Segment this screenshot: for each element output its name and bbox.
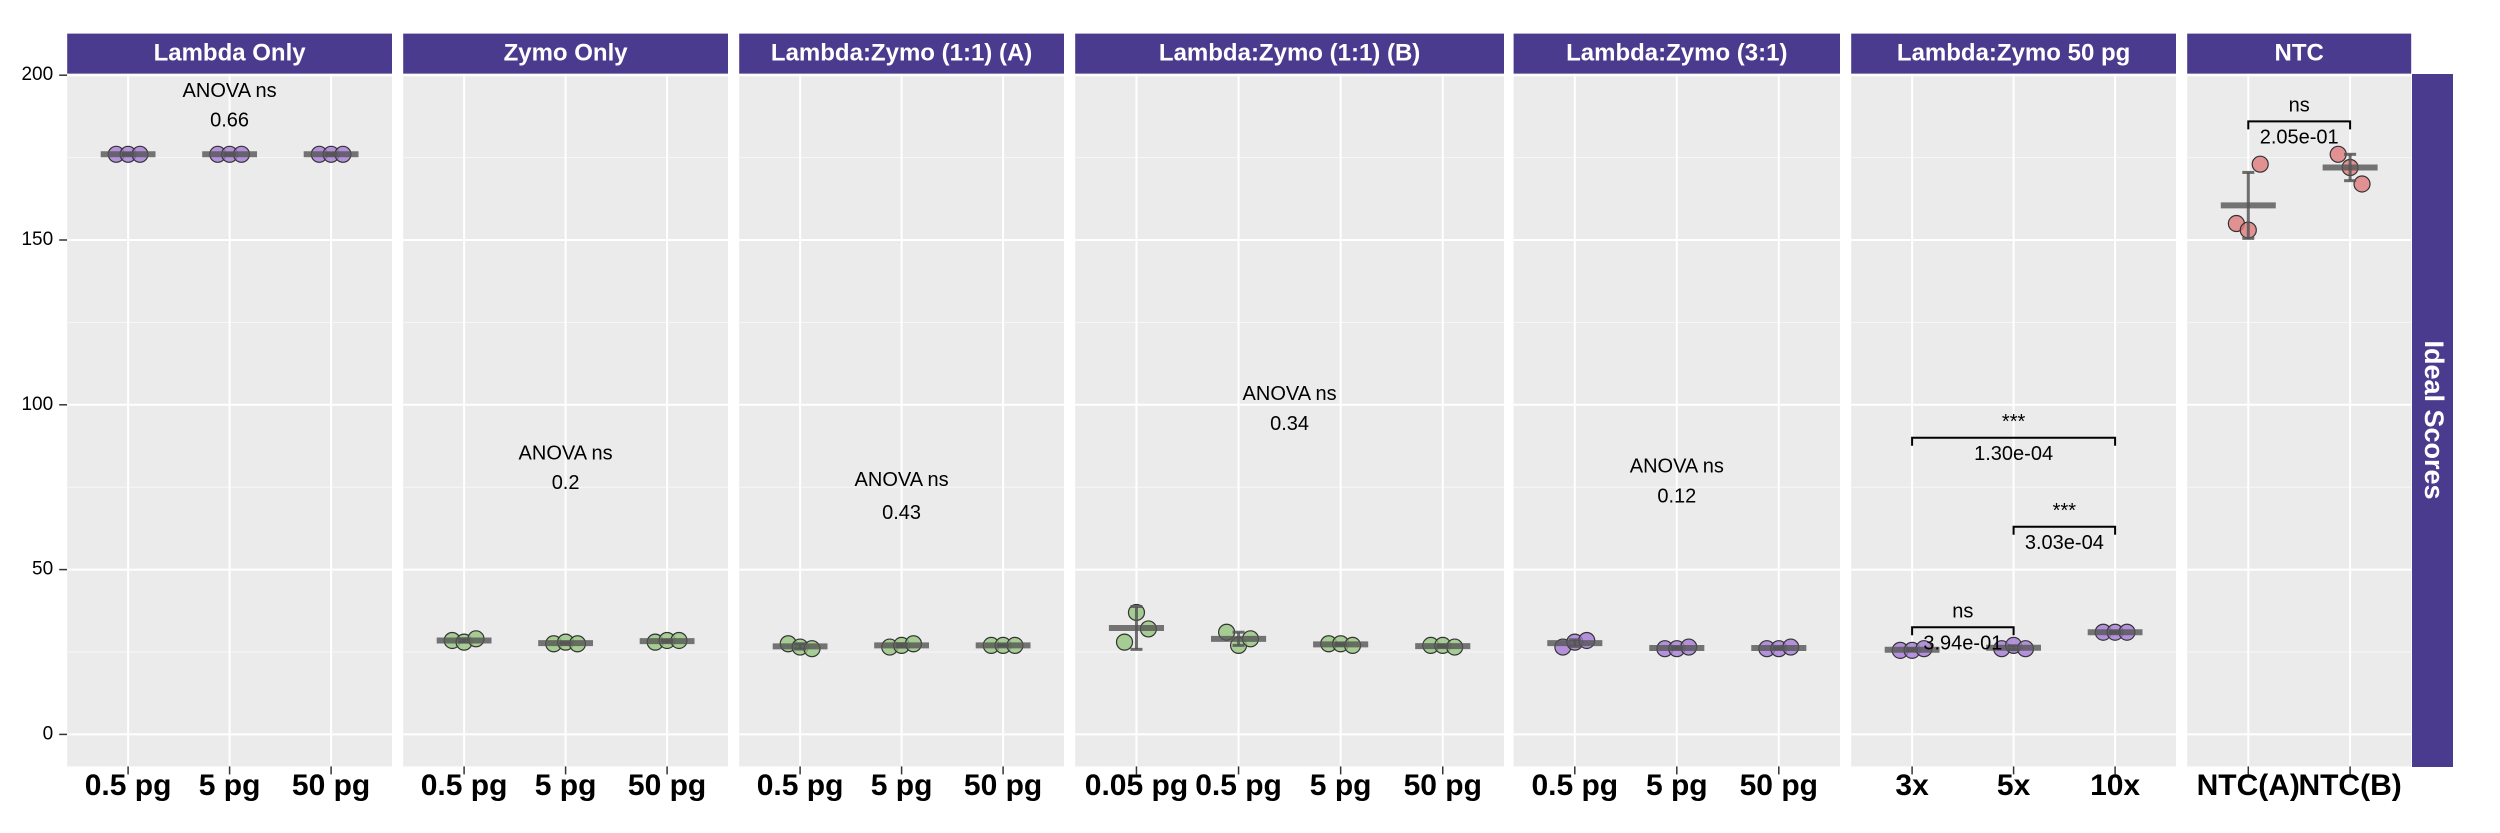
x-tick-label: 5 pg <box>1310 769 1372 802</box>
anova-label: ANOVA ns <box>183 80 277 102</box>
panel-strip <box>403 33 728 74</box>
x-tick-label: 50 pg <box>1740 769 1818 802</box>
anova-p: 0.34 <box>1270 413 1309 435</box>
x-tick-label: 3x <box>1895 769 1929 802</box>
panel-strip <box>1075 33 1504 74</box>
y-tick-label: 200 <box>21 64 53 85</box>
panel-title: Lambda:Zymo (1:1) (B) <box>1159 40 1420 67</box>
bracket <box>2012 525 2117 535</box>
panel-title: Lambda Only <box>154 40 307 67</box>
bracket-label: ns <box>1952 601 1973 623</box>
panel-strip <box>2187 33 2412 74</box>
x-tick-label: 0.5 pg <box>757 769 844 802</box>
x-tick-label: 0.05 pg <box>1085 769 1188 802</box>
x-tick-label: 0.5 pg <box>1195 769 1282 802</box>
panel-background <box>2187 73 2412 767</box>
bracket <box>2247 120 2352 130</box>
y-tick-label: 0 <box>43 723 54 744</box>
bracket-label: *** <box>2053 500 2077 522</box>
x-tick-label: 5 pg <box>871 769 933 802</box>
anova-p: 0.2 <box>552 472 580 494</box>
anova-p: 0.43 <box>882 502 921 524</box>
x-tick-label: 50 pg <box>628 769 706 802</box>
bracket-p: 2.05e-01 <box>2260 127 2339 149</box>
x-tick-label: 50 pg <box>1404 769 1482 802</box>
x-tick-label: 5 pg <box>1646 769 1708 802</box>
anova-p: 0.12 <box>1657 485 1696 507</box>
anova-label: ANOVA ns <box>1243 383 1337 405</box>
x-tick-label: 5x <box>1997 769 2031 802</box>
x-tick-label: 50 pg <box>964 769 1042 802</box>
panel-title: Zymo Only <box>504 40 629 67</box>
panel-title: Lambda:Zymo 50 pg <box>1897 40 2130 67</box>
panel-strip <box>1851 33 2176 74</box>
anova-label: ANOVA ns <box>1630 456 1724 478</box>
y-tick-label: 50 <box>32 559 53 580</box>
bracket <box>1911 436 2117 446</box>
x-tick-label: 50 pg <box>292 769 370 802</box>
anova-label: ANOVA ns <box>519 443 613 465</box>
bracket-p: 3.03e-04 <box>2025 532 2104 554</box>
panel-title: Lambda:Zymo (1:1) (A) <box>771 40 1032 67</box>
x-tick-label: NTC(B) <box>2298 769 2401 802</box>
x-tick-label: 5 pg <box>199 769 261 802</box>
anova-label: ANOVA ns <box>855 469 949 491</box>
panel-title: NTC <box>2275 40 2324 67</box>
anova-p: 0.66 <box>210 110 249 132</box>
x-tick-label: 0.5 pg <box>85 769 172 802</box>
y-strip <box>2412 74 2453 767</box>
panel-strip <box>739 33 1064 74</box>
point <box>2251 155 2269 173</box>
bracket-p: 3.94e-01 <box>1923 633 2002 655</box>
x-tick-label: 10x <box>2090 769 2140 802</box>
y-axis-label: Ideal Scores <box>2419 340 2449 499</box>
point <box>2353 175 2371 193</box>
bracket-label: *** <box>2002 411 2026 433</box>
x-tick-label: 0.5 pg <box>1531 769 1618 802</box>
panel-title: Lambda:Zymo (3:1) <box>1566 40 1787 67</box>
point <box>1115 633 1134 651</box>
x-tick-label: 0.5 pg <box>421 769 508 802</box>
panel-strip <box>67 33 392 74</box>
bracket-p: 1.30e-04 <box>1974 443 2053 465</box>
panel-strip <box>1513 33 1840 74</box>
y-tick-label: 150 <box>21 229 53 250</box>
y-tick-label: 100 <box>21 394 53 415</box>
point <box>2329 145 2347 163</box>
bracket-label: ns <box>2289 95 2310 117</box>
x-tick-label: 5 pg <box>535 769 597 802</box>
x-tick-label: NTC(A) <box>2197 769 2300 802</box>
bracket <box>1911 626 2015 636</box>
